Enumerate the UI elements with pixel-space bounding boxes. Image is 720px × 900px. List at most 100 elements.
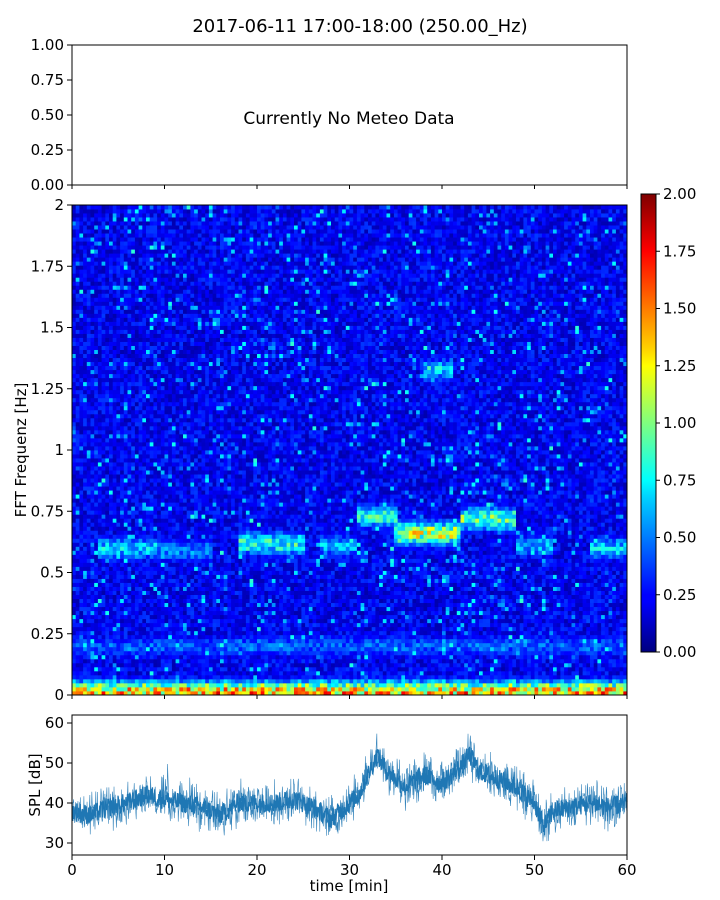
spectrogram-cell bbox=[368, 566, 373, 571]
spectrogram-cell bbox=[534, 586, 539, 591]
spectrogram-cell bbox=[79, 666, 84, 672]
spectrogram-cell bbox=[146, 634, 151, 640]
spectrogram-cell bbox=[223, 590, 228, 595]
spectrogram-cell bbox=[83, 598, 88, 604]
spectrogram-cell bbox=[175, 594, 180, 600]
spectrogram-cell bbox=[390, 626, 395, 632]
spectrogram-cell bbox=[305, 658, 310, 664]
spectrogram-cell bbox=[105, 598, 110, 604]
spectrogram-cell bbox=[527, 614, 532, 620]
spectrogram-cell bbox=[423, 678, 428, 684]
spectrogram-cell bbox=[560, 602, 565, 608]
spectrogram-cell bbox=[275, 690, 280, 696]
spectrogram-cell bbox=[220, 602, 225, 608]
spectrogram-cell bbox=[575, 562, 580, 567]
spectrogram-cell bbox=[142, 566, 147, 571]
spectrogram-cell bbox=[220, 606, 225, 612]
spectrogram-cell bbox=[356, 638, 361, 644]
spectrogram-cell bbox=[368, 646, 373, 652]
spectrogram-cell bbox=[268, 654, 273, 660]
spectrogram-cell bbox=[623, 614, 628, 620]
spectrogram-cell bbox=[179, 646, 184, 652]
spectrogram-cell bbox=[164, 650, 169, 656]
spectrogram-cell bbox=[519, 646, 524, 652]
spectrogram-cell bbox=[282, 682, 287, 688]
spectrogram-cell bbox=[257, 682, 262, 688]
spectrogram-cell bbox=[586, 686, 591, 692]
spectrogram-cell bbox=[279, 678, 284, 684]
spectrogram-cell bbox=[290, 618, 295, 624]
spectrogram-cell bbox=[460, 662, 465, 668]
spectrogram-cell bbox=[134, 630, 139, 636]
spectrogram-cell bbox=[116, 630, 121, 636]
spectrogram-cell bbox=[153, 642, 158, 648]
spectrogram-cell bbox=[486, 654, 491, 660]
spectrogram-cell bbox=[382, 622, 387, 628]
spectrogram-cell bbox=[438, 566, 443, 571]
spectrogram-cell bbox=[453, 662, 458, 668]
spectrogram-cell bbox=[516, 682, 521, 688]
spectrogram-cell bbox=[368, 678, 373, 684]
spectrogram-cell bbox=[83, 574, 88, 579]
spectrogram-cell bbox=[427, 634, 432, 640]
spectrogram-cell bbox=[205, 566, 210, 571]
spectrogram-cell bbox=[479, 622, 484, 628]
spectrogram-cell bbox=[534, 670, 539, 676]
spectrogram-cell bbox=[90, 614, 95, 620]
spectrogram-cell bbox=[171, 558, 176, 563]
spectrogram-cell bbox=[223, 570, 228, 575]
spectrogram-cell bbox=[349, 682, 354, 688]
spectrogram-cell bbox=[349, 650, 354, 656]
spectrogram-cell bbox=[175, 682, 180, 688]
spectrogram-cell bbox=[445, 626, 450, 632]
spectrogram-cell bbox=[582, 654, 587, 660]
spectrogram-cell bbox=[120, 618, 125, 624]
spectrogram-cell bbox=[79, 618, 84, 624]
spectrogram-cell bbox=[338, 682, 343, 688]
spectrogram-cell bbox=[242, 606, 247, 612]
spectrogram-cell bbox=[249, 658, 254, 664]
spectrogram-cell bbox=[382, 626, 387, 632]
spectrogram-cell bbox=[430, 602, 435, 608]
spectrogram-cell bbox=[512, 582, 517, 587]
spectrogram-cell bbox=[146, 566, 151, 571]
spectrogram-cell bbox=[586, 666, 591, 672]
spectrogram-cell bbox=[386, 642, 391, 648]
spectrogram-cell bbox=[275, 630, 280, 636]
spectrogram-cell bbox=[586, 570, 591, 575]
spectrogram-cell bbox=[486, 638, 491, 644]
spectrogram-cell bbox=[512, 598, 517, 604]
spectrogram-cell bbox=[294, 626, 299, 632]
spectrogram-cell bbox=[205, 634, 210, 640]
spectrogram-cell bbox=[242, 686, 247, 692]
spectrogram-cell bbox=[271, 634, 276, 640]
spectrogram-cell bbox=[523, 646, 528, 652]
spectrogram-cell bbox=[438, 634, 443, 640]
spectrogram-cell bbox=[264, 622, 269, 628]
spectrogram-cell bbox=[416, 682, 421, 688]
spectrogram-cell bbox=[94, 634, 99, 640]
spectrogram-cell bbox=[168, 622, 173, 628]
spectrogram-cell bbox=[608, 670, 613, 676]
spectrogram-cell bbox=[342, 594, 347, 600]
spectrogram-cell bbox=[434, 630, 439, 636]
spectrogram-cell bbox=[549, 622, 554, 628]
spectrogram-cell bbox=[186, 630, 191, 636]
spectrogram-cell bbox=[408, 682, 413, 688]
spectrogram-cell bbox=[556, 678, 561, 684]
spectrogram-cell bbox=[608, 582, 613, 587]
spectrogram-cell bbox=[456, 690, 461, 696]
spectrogram-cell bbox=[545, 670, 550, 676]
spectrogram-cell bbox=[164, 642, 169, 648]
spectrogram-cell bbox=[464, 646, 469, 652]
spectrogram-cell bbox=[445, 646, 450, 652]
spectrogram-cell bbox=[386, 678, 391, 684]
spectrogram-cell bbox=[297, 678, 302, 684]
spectrogram-cell bbox=[615, 582, 620, 587]
spectrogram-cell bbox=[556, 634, 561, 640]
spectrogram-cell bbox=[238, 558, 243, 563]
spectrogram-cell bbox=[242, 558, 247, 563]
spectrogram-cell bbox=[430, 662, 435, 668]
spectrogram-cell bbox=[593, 638, 598, 644]
spectrogram-cell bbox=[234, 610, 239, 616]
